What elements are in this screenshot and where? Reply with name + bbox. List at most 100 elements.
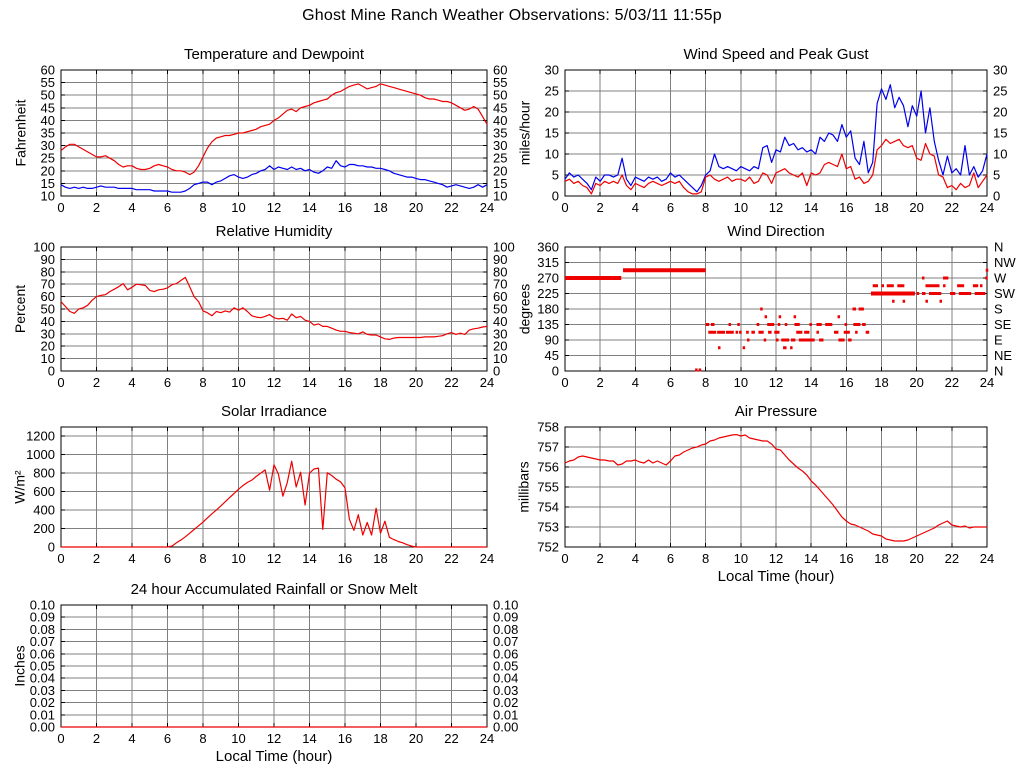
svg-text:0.09: 0.09 bbox=[30, 610, 55, 625]
svg-text:10: 10 bbox=[231, 200, 245, 215]
chart-air-pressure: Air Pressure millibars 0 2 4 6 8 10 12 14 16 18 20… bbox=[516, 403, 994, 585]
svg-text:753: 753 bbox=[537, 520, 559, 535]
svg-text:10: 10 bbox=[41, 189, 55, 204]
svg-text:22: 22 bbox=[444, 551, 458, 566]
svg-text:24: 24 bbox=[480, 200, 494, 215]
svg-text:4: 4 bbox=[128, 731, 135, 746]
y-axis-label: Percent bbox=[12, 284, 28, 334]
svg-text:30: 30 bbox=[41, 326, 55, 341]
svg-text:12: 12 bbox=[769, 551, 783, 566]
chart-title: Wind Direction bbox=[727, 223, 825, 240]
svg-text:20: 20 bbox=[41, 163, 55, 178]
svg-text:0.04: 0.04 bbox=[30, 671, 55, 686]
svg-text:270: 270 bbox=[537, 271, 559, 286]
svg-text:14: 14 bbox=[302, 731, 316, 746]
svg-text:W: W bbox=[994, 271, 1007, 286]
svg-text:12: 12 bbox=[267, 200, 281, 215]
svg-text:1000: 1000 bbox=[26, 447, 55, 462]
svg-text:315: 315 bbox=[537, 255, 559, 270]
svg-text:0.05: 0.05 bbox=[493, 659, 518, 674]
y-axis-label: miles/hour bbox=[516, 100, 532, 166]
chart-relative-humidity: Relative Humidity Percent 0 2 4 6 8 10 12 14 16 1… bbox=[12, 223, 515, 391]
svg-text:16: 16 bbox=[338, 200, 352, 215]
svg-text:20: 20 bbox=[409, 375, 423, 390]
svg-text:90: 90 bbox=[41, 252, 55, 267]
svg-text:2: 2 bbox=[597, 551, 604, 566]
x-axis-label: Local Time (hour) bbox=[215, 748, 333, 765]
svg-text:4: 4 bbox=[128, 200, 135, 215]
chart-title: Relative Humidity bbox=[215, 223, 333, 240]
svg-text:14: 14 bbox=[302, 375, 316, 390]
svg-text:20: 20 bbox=[909, 200, 923, 215]
svg-text:5: 5 bbox=[552, 168, 559, 183]
chart-rainfall: 24 hour Accumulated Rainfall or Snow Mel… bbox=[12, 581, 518, 765]
svg-text:14: 14 bbox=[804, 551, 818, 566]
svg-text:N: N bbox=[994, 364, 1003, 379]
svg-text:60: 60 bbox=[41, 289, 55, 304]
svg-text:18: 18 bbox=[874, 551, 888, 566]
svg-text:1200: 1200 bbox=[26, 429, 55, 444]
svg-text:0.03: 0.03 bbox=[30, 683, 55, 698]
chart-wind-direction: Wind Direction degrees 0 2 4 6 8 10 12 14 16 18 20… bbox=[516, 223, 1016, 391]
svg-text:12: 12 bbox=[769, 200, 783, 215]
svg-text:757: 757 bbox=[537, 440, 559, 455]
page-title: Ghost Mine Ranch Weather Observations: 5… bbox=[302, 7, 722, 24]
svg-text:2: 2 bbox=[93, 551, 100, 566]
svg-text:10: 10 bbox=[231, 551, 245, 566]
svg-text:NW: NW bbox=[994, 255, 1016, 270]
svg-text:6: 6 bbox=[667, 375, 674, 390]
svg-text:6: 6 bbox=[164, 551, 171, 566]
svg-text:22: 22 bbox=[945, 375, 959, 390]
svg-text:22: 22 bbox=[945, 200, 959, 215]
svg-text:8: 8 bbox=[702, 375, 709, 390]
svg-text:756: 756 bbox=[537, 460, 559, 475]
svg-text:16: 16 bbox=[839, 375, 853, 390]
svg-text:18: 18 bbox=[874, 200, 888, 215]
svg-text:100: 100 bbox=[33, 240, 55, 255]
svg-text:0: 0 bbox=[57, 731, 64, 746]
svg-text:S: S bbox=[994, 302, 1003, 317]
svg-text:4: 4 bbox=[128, 551, 135, 566]
svg-text:10: 10 bbox=[734, 375, 748, 390]
svg-text:30: 30 bbox=[993, 63, 1007, 78]
svg-text:6: 6 bbox=[164, 200, 171, 215]
svg-text:14: 14 bbox=[804, 375, 818, 390]
svg-text:E: E bbox=[994, 333, 1003, 348]
chart-title: Air Pressure bbox=[734, 403, 818, 420]
svg-text:18: 18 bbox=[373, 200, 387, 215]
svg-text:0: 0 bbox=[57, 200, 64, 215]
svg-text:16: 16 bbox=[839, 200, 853, 215]
svg-text:755: 755 bbox=[537, 480, 559, 495]
svg-text:12: 12 bbox=[267, 375, 281, 390]
svg-text:90: 90 bbox=[545, 333, 559, 348]
svg-text:18: 18 bbox=[373, 375, 387, 390]
svg-text:50: 50 bbox=[41, 88, 55, 103]
svg-text:25: 25 bbox=[545, 84, 559, 99]
svg-text:6: 6 bbox=[667, 551, 674, 566]
svg-text:22: 22 bbox=[444, 200, 458, 215]
svg-text:6: 6 bbox=[164, 375, 171, 390]
svg-text:18: 18 bbox=[373, 731, 387, 746]
svg-text:360: 360 bbox=[537, 240, 559, 255]
svg-text:22: 22 bbox=[444, 731, 458, 746]
svg-text:4: 4 bbox=[632, 551, 639, 566]
svg-text:10: 10 bbox=[493, 351, 507, 366]
svg-text:0.08: 0.08 bbox=[493, 622, 518, 637]
svg-text:45: 45 bbox=[493, 100, 507, 115]
y-axis-label: millibars bbox=[516, 461, 532, 513]
svg-text:NE: NE bbox=[994, 348, 1012, 363]
svg-text:8: 8 bbox=[199, 375, 206, 390]
svg-text:8: 8 bbox=[199, 551, 206, 566]
svg-text:400: 400 bbox=[33, 503, 55, 518]
svg-text:20: 20 bbox=[909, 551, 923, 566]
svg-text:5: 5 bbox=[993, 168, 1000, 183]
svg-text:40: 40 bbox=[493, 314, 507, 329]
svg-text:0.06: 0.06 bbox=[493, 646, 518, 661]
svg-text:30: 30 bbox=[41, 138, 55, 153]
svg-text:20: 20 bbox=[409, 200, 423, 215]
svg-text:100: 100 bbox=[493, 240, 515, 255]
